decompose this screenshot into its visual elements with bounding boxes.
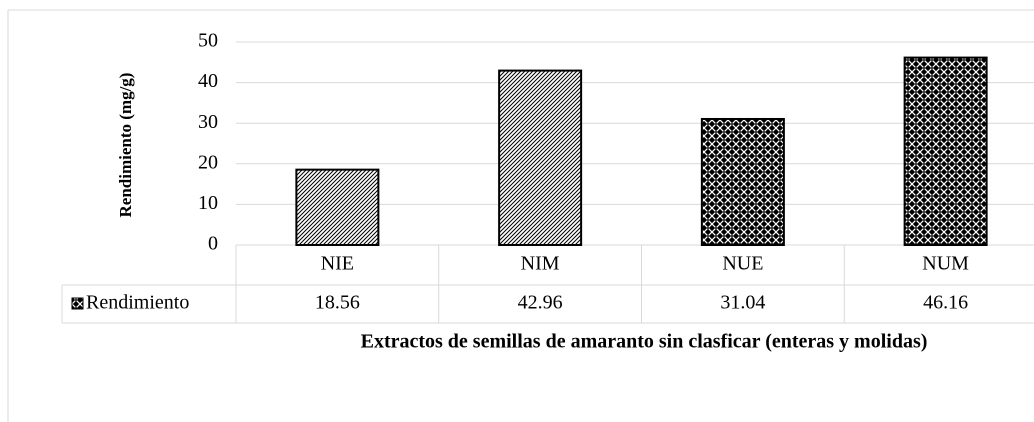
x-tick-label: NUM xyxy=(922,253,969,275)
legend-label: Rendimiento xyxy=(86,292,189,314)
y-tick-label: 20 xyxy=(198,151,218,173)
bar xyxy=(700,117,785,246)
y-tick-label: 40 xyxy=(198,70,218,92)
x-axis-title: Extractos de semillas de amaranto sin cl… xyxy=(361,331,928,353)
table-value: 46.16 xyxy=(923,292,968,314)
y-tick-label: 50 xyxy=(198,30,218,52)
table-value: 42.96 xyxy=(518,292,563,314)
y-axis-title: Rendimiento (mg/g) xyxy=(116,73,135,218)
x-tick-label: NIM xyxy=(521,253,560,275)
table-value: 18.56 xyxy=(315,292,360,314)
y-tick-label: 30 xyxy=(198,111,218,133)
legend-key xyxy=(71,297,84,310)
x-tick-label: NUE xyxy=(722,253,763,275)
bar xyxy=(903,56,988,247)
y-tick-label: 10 xyxy=(198,192,218,214)
bar xyxy=(295,168,380,246)
x-tick-label: NIE xyxy=(321,253,354,275)
bar xyxy=(498,69,583,246)
table-value: 31.04 xyxy=(720,292,765,314)
y-tick-label: 0 xyxy=(208,233,218,255)
